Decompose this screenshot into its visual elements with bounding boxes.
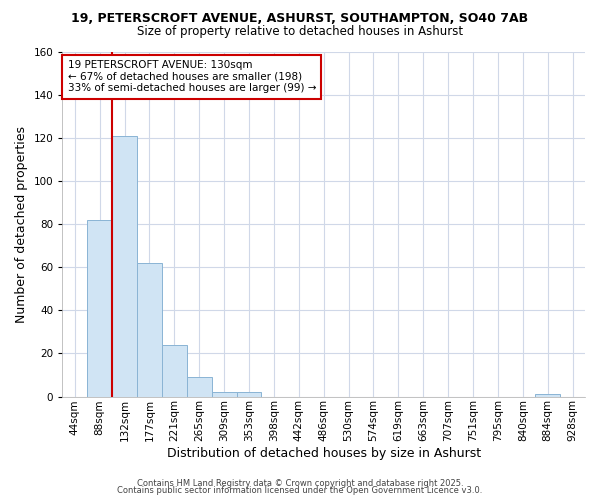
Text: Size of property relative to detached houses in Ashurst: Size of property relative to detached ho… (137, 25, 463, 38)
Bar (87, 220, 112, 396)
Text: Contains public sector information licensed under the Open Government Licence v3: Contains public sector information licen… (118, 486, 482, 495)
Bar (236, 392, 262, 396)
X-axis label: Distribution of detached houses by size in Ashurst: Distribution of detached houses by size … (167, 447, 481, 460)
Y-axis label: Number of detached properties: Number of detached properties (15, 126, 28, 322)
Bar (535, 394, 560, 396)
Bar (187, 377, 212, 396)
Text: 19, PETERSCROFT AVENUE, ASHURST, SOUTHAMPTON, SO40 7AB: 19, PETERSCROFT AVENUE, ASHURST, SOUTHAM… (71, 12, 529, 26)
Bar (162, 345, 187, 397)
Bar (137, 263, 162, 396)
Text: 19 PETERSCROFT AVENUE: 130sqm
← 67% of detached houses are smaller (198)
33% of : 19 PETERSCROFT AVENUE: 130sqm ← 67% of d… (68, 60, 316, 94)
Bar (212, 392, 236, 396)
Bar (112, 136, 137, 396)
Text: Contains HM Land Registry data © Crown copyright and database right 2025.: Contains HM Land Registry data © Crown c… (137, 478, 463, 488)
